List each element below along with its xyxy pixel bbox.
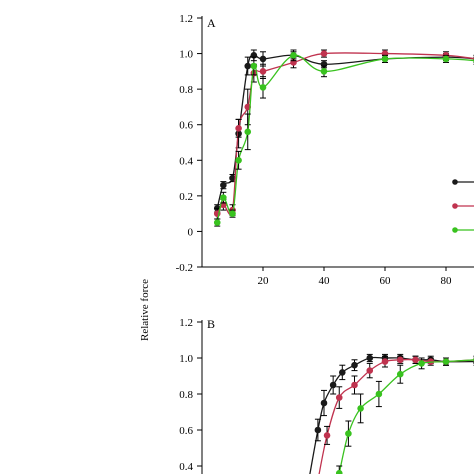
x-tick-label: 80 [441, 275, 453, 287]
series-red-point [323, 432, 331, 439]
legend-black-marker [452, 179, 458, 185]
series-green-point [418, 360, 425, 367]
y-tick-label: 1.0 [179, 353, 193, 365]
series-green-point [375, 390, 383, 398]
legend-red-marker [452, 203, 458, 209]
series-red-line [318, 358, 474, 474]
series-black-point [351, 361, 358, 369]
series-black-point [329, 381, 337, 389]
series-black-point [366, 354, 374, 362]
series-red-line [216, 52, 474, 216]
series-red-point [381, 358, 389, 365]
y-axis-label: Relative force [139, 279, 151, 341]
y-tick-label: 0.8 [179, 389, 193, 401]
x-tick-label: 60 [380, 275, 392, 287]
series-green-point [345, 430, 352, 437]
series-green-line [338, 359, 474, 474]
series-red-point [335, 394, 343, 401]
panel-b: 0.4 0.6 0.8 1.0 1.2 [179, 317, 474, 474]
series-green-point [220, 194, 227, 201]
y-tick-label: -0.2 [176, 262, 193, 274]
y-tick-label: 0.8 [179, 84, 193, 96]
series-green-point [396, 370, 404, 378]
series-black-point [314, 426, 322, 434]
series-green-point [442, 358, 450, 365]
y-tick-label: 0.6 [179, 425, 193, 437]
series-green-point [335, 469, 343, 474]
series-green-point [381, 55, 389, 63]
y-tick-label: 1.2 [179, 13, 193, 25]
series-green-point [357, 405, 364, 412]
y-tick-label: 0.4 [179, 461, 193, 473]
series-red-point [259, 68, 267, 75]
series-black-point [339, 369, 346, 376]
series-green-point [213, 219, 221, 226]
x-tick-label: 40 [319, 275, 331, 287]
panel-a: -0.2 0 0.2 0.4 0.6 0.8 1.0 1.2 20 40 60 80 [176, 13, 474, 287]
series-green-point [250, 62, 258, 70]
y-tick-label: 1.0 [179, 49, 193, 61]
series-green-point [229, 210, 236, 217]
series-green-point [320, 68, 328, 75]
y-tick-label: 0.4 [179, 155, 193, 167]
panel-b-label: B [207, 317, 215, 331]
series-green-point [259, 84, 267, 91]
series-green-point [442, 55, 450, 63]
series-green-line [216, 54, 474, 223]
series-red-point [366, 367, 374, 374]
series-red-point [235, 124, 242, 132]
legend-green-marker [452, 227, 458, 233]
series-black-point [320, 399, 328, 407]
y-tick-label: 0.6 [179, 120, 193, 132]
y-tick-label: 1.2 [179, 317, 193, 329]
series-red-point [320, 50, 328, 57]
series-black-line [216, 54, 474, 209]
y-tick-label: 0 [188, 226, 194, 238]
series-red-point [412, 356, 419, 364]
series-green-point [235, 156, 242, 164]
series-red-point [351, 381, 358, 389]
series-black-line [309, 356, 474, 474]
y-tick-label: 0.2 [179, 191, 193, 203]
series-green-point [244, 128, 252, 136]
panel-a-label: A [207, 16, 216, 30]
x-tick-label: 20 [258, 275, 270, 287]
series-black-point [220, 181, 227, 189]
series-black-point [259, 55, 267, 63]
series-green-point [290, 52, 297, 59]
series-red-point [396, 356, 404, 364]
series-black-point [244, 62, 252, 70]
